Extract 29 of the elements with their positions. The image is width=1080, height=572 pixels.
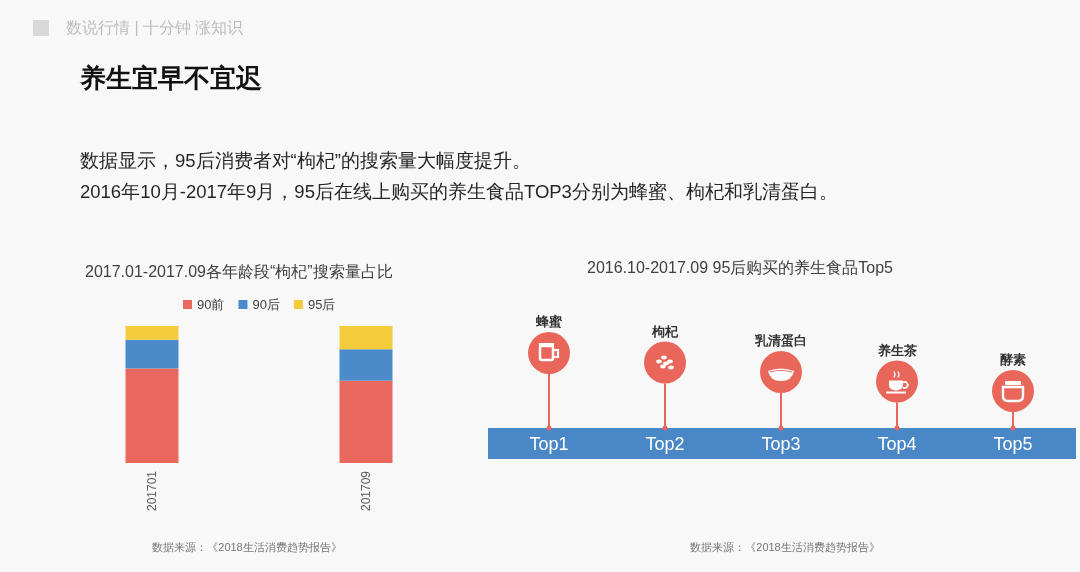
legend-label: 95后	[307, 297, 336, 312]
bar	[339, 380, 393, 463]
text: 数据显示，95后消费者对“枸杞”的搜索量大幅度提升。	[80, 149, 531, 173]
text: 蜂蜜	[536, 314, 562, 329]
text: 养生宜早不宜迟	[80, 62, 262, 94]
legend-label: 90前	[197, 297, 225, 312]
category-label: Top2	[645, 433, 685, 455]
category-label: Top5	[993, 433, 1033, 455]
bar	[125, 326, 179, 340]
bar	[125, 368, 179, 463]
source-note: 数据来源：《2018生活消费趋势报告》	[690, 540, 880, 554]
text: 2016年10月-2017年9月，95后在线上购买的养生食品TOP3分别为蜂蜜、枸杞和乳清蛋白。	[80, 180, 838, 204]
category-label: Top4	[877, 433, 917, 455]
text: 乳清蛋白	[755, 333, 807, 348]
chart-title: 2017.01-2017.09各年龄段“枸杞”搜索量占比	[85, 262, 393, 280]
source-note: 数据来源：《2018生活消费趋势报告》	[152, 540, 342, 554]
category-label: Top1	[529, 433, 569, 455]
bar	[339, 349, 393, 381]
x-tick-label: 201701	[145, 470, 159, 512]
text: 酵素	[1000, 352, 1026, 367]
text: 数说行情 | 十分钟 涨知识	[66, 18, 244, 38]
bar	[125, 339, 179, 369]
x-tick-label: 201709	[359, 470, 373, 512]
text: 2016.10-2017.09 95后购买的养生食品Top5	[587, 258, 893, 278]
category-label: Top3	[761, 433, 801, 455]
legend-label: 90后	[252, 297, 280, 312]
text: 枸杞	[652, 323, 678, 339]
bar	[339, 326, 393, 350]
text: 养生茶	[877, 342, 917, 358]
